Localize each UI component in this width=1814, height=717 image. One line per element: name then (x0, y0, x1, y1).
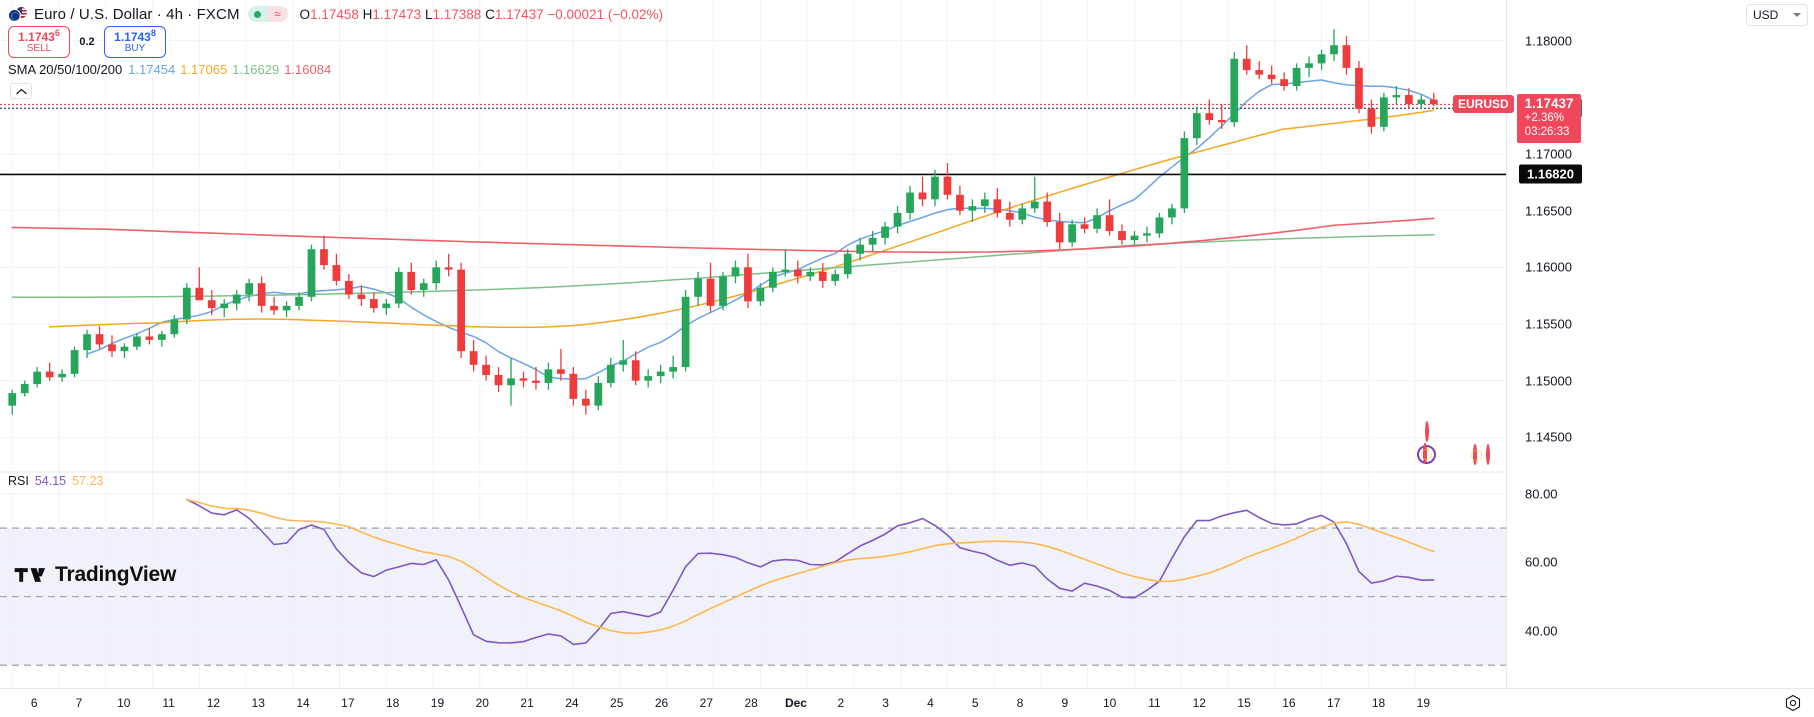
rsi-tick: 60.00 (1525, 554, 1558, 570)
time-tick: 15 (1237, 696, 1251, 710)
last-price-change-pct: +2.36% (1524, 112, 1564, 125)
session-clock-icon[interactable] (1784, 694, 1802, 712)
time-tick: 12 (1192, 696, 1206, 710)
time-tick: 9 (1061, 696, 1069, 710)
price-tick: 1.15000 (1525, 373, 1572, 389)
time-tick: 4 (927, 696, 934, 710)
highlight-price-badge[interactable]: 1.16820 (1519, 164, 1582, 184)
time-tick: 13 (251, 696, 265, 710)
time-tick: 17 (341, 696, 355, 710)
price-axis[interactable]: 1.18000 1.17000 1.16500 1.16000 1.15500 1.150… (1453, 0, 1814, 688)
economic-event-eu-flag-icon[interactable] (1473, 444, 1477, 465)
sma100-value: 1.16629 (232, 62, 280, 77)
time-tick: 17 (1327, 696, 1341, 710)
time-tick: 21 (520, 696, 534, 710)
time-tick: 7 (75, 696, 83, 710)
buy-button[interactable]: 1.17438 BUY (104, 26, 166, 58)
buy-label: BUY (124, 43, 146, 55)
time-tick: 11 (1148, 696, 1161, 710)
currency-select-value: USD (1753, 8, 1779, 22)
time-tick: 3 (882, 696, 889, 710)
chart-svg (0, 0, 1506, 688)
time-tick: 19 (430, 696, 445, 710)
sma20-value: 1.17454 (128, 62, 176, 77)
time-axis[interactable]: 6 7 10 11 12 13 14 17 18 19 20 21 24 25 26 27 28 Dec 2 3 4 5 8… (0, 688, 1814, 717)
time-tick: 16 (1282, 696, 1296, 710)
rsi-name: RSI (8, 474, 29, 488)
currency-select[interactable]: USD (1746, 4, 1808, 26)
chevron-up-icon (15, 88, 27, 94)
time-tick: 20 (475, 696, 489, 710)
time-tick: 19 (1416, 696, 1431, 710)
time-tick: 25 (610, 696, 624, 710)
time-tick: 14 (296, 696, 310, 710)
price-tick: 1.17000 (1525, 146, 1572, 162)
time-tick: 27 (699, 696, 714, 710)
time-tick: 12 (206, 696, 221, 710)
tradingview-wordmark: TradingView (55, 563, 177, 586)
price-tick: 1.18000 (1525, 33, 1572, 49)
tradingview-logo-mark (14, 568, 46, 582)
time-tick: 5 (971, 696, 979, 710)
rsi-tick: 40.00 (1525, 623, 1558, 639)
rsi-indicator-legend[interactable]: RSI 54.15 57.23 (8, 474, 103, 488)
sell-price-sup: 6 (54, 28, 60, 39)
time-tick: 24 (565, 696, 579, 710)
buy-price-sup: 8 (150, 28, 156, 39)
spread-value: 0.2 (79, 36, 95, 48)
sell-label: SELL (26, 43, 52, 55)
chevron-down-icon (1793, 13, 1801, 17)
economic-event-us-flag-icon[interactable] (1486, 444, 1490, 465)
tradingview-watermark: TradingView (14, 563, 176, 587)
time-tick: 28 (744, 696, 758, 710)
economic-event-eu-flag-icon[interactable] (1423, 443, 1427, 464)
time-tick: 6 (30, 696, 38, 710)
price-tick: 1.15500 (1525, 316, 1572, 332)
time-tick: 18 (1371, 696, 1386, 710)
sma50-value: 1.17065 (180, 62, 228, 77)
trade-buttons: 1.17436 SELL 0.2 1.17438 BUY (8, 26, 166, 58)
sma200-value: 1.16084 (284, 62, 332, 77)
price-tick: 1.16500 (1525, 203, 1572, 219)
time-tick: 10 (117, 696, 131, 710)
time-tick: 2 (837, 696, 845, 710)
rsi-value: 54.15 (34, 474, 67, 488)
time-tick: 26 (654, 696, 669, 710)
time-tick: 10 (1102, 696, 1117, 710)
rsi-tick: 80.00 (1525, 486, 1558, 502)
last-price-value: 1.17437 (1524, 96, 1574, 112)
price-tick: 1.16000 (1525, 259, 1572, 275)
time-tick: 18 (385, 696, 400, 710)
time-tick: 11 (162, 696, 175, 710)
last-price-badge[interactable]: EURUSD 1.17437 +2.36% 03:26:33 (1453, 94, 1582, 143)
time-tick: 8 (1016, 696, 1024, 710)
buy-price: 1.1743 (114, 30, 151, 45)
time-tick: Dec (784, 696, 807, 710)
chart-plot-area[interactable] (0, 0, 1506, 688)
sma-indicator-legend[interactable]: SMA 20/50/100/200 1.17454 1.17065 1.16629 1.… (8, 62, 331, 77)
last-price-symbol: EURUSD (1453, 95, 1514, 114)
rsi-ma-value: 57.23 (72, 474, 104, 488)
price-tick: 1.14500 (1525, 429, 1572, 445)
economic-event-us-flag-icon[interactable] (1425, 421, 1429, 442)
legend-collapse-button[interactable] (10, 83, 32, 99)
sell-button[interactable]: 1.17436 SELL (8, 26, 70, 58)
bar-countdown: 03:26:33 (1524, 125, 1570, 138)
sell-price: 1.1743 (18, 30, 55, 45)
sma-name: SMA 20/50/100/200 (8, 62, 123, 77)
